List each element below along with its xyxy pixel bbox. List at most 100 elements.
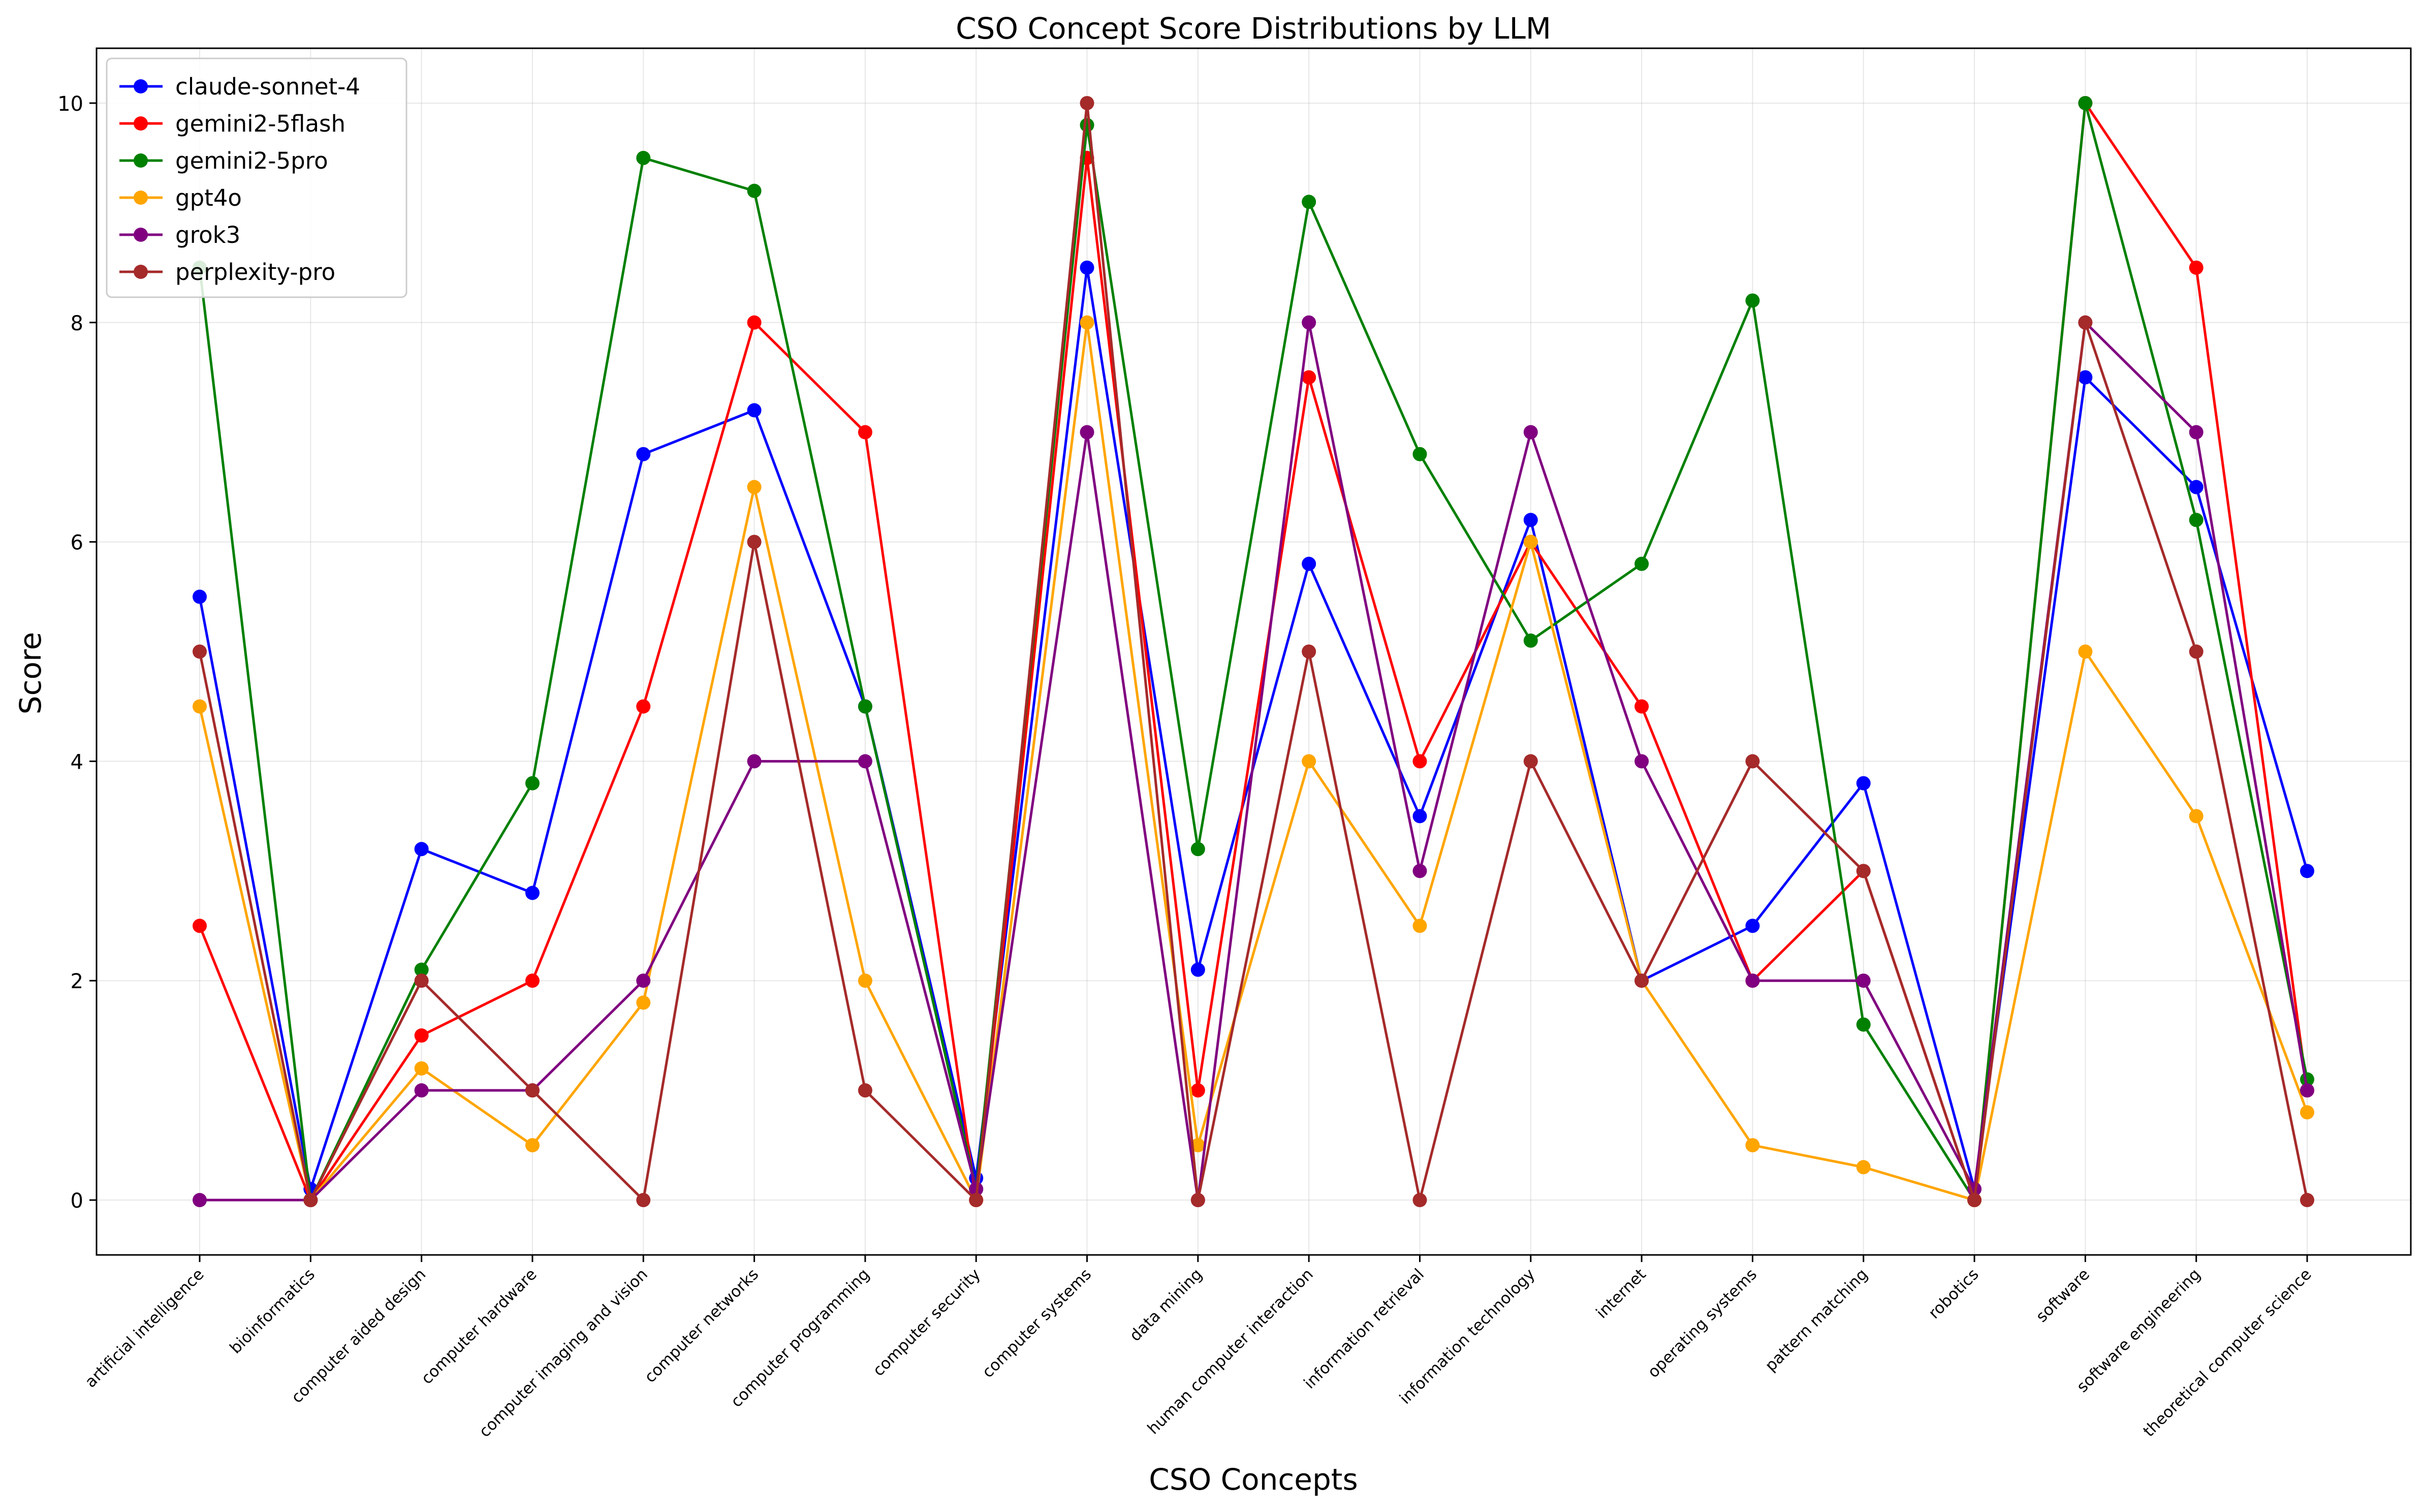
data-point bbox=[1190, 1193, 1205, 1208]
series-group bbox=[193, 96, 2314, 1208]
data-point bbox=[1080, 260, 1094, 275]
data-point bbox=[858, 425, 872, 439]
data-point bbox=[1302, 644, 1316, 659]
data-point bbox=[1967, 1193, 1982, 1208]
data-point bbox=[303, 1193, 318, 1208]
series-line bbox=[198, 102, 2309, 1202]
y-tick-label: 4 bbox=[71, 750, 83, 774]
data-point bbox=[414, 1028, 429, 1043]
data-point bbox=[747, 315, 762, 330]
data-point bbox=[1412, 919, 1427, 933]
data-point bbox=[414, 973, 429, 988]
y-tick-label: 6 bbox=[71, 531, 83, 555]
legend-swatch-marker bbox=[134, 265, 148, 279]
data-point bbox=[414, 1083, 429, 1098]
legend-item: grok3 bbox=[119, 222, 240, 248]
data-point bbox=[1634, 754, 1649, 769]
data-point bbox=[636, 150, 651, 165]
y-tick-label: 8 bbox=[71, 312, 83, 335]
data-point bbox=[1523, 534, 1538, 549]
legend-label: gemini2-5flash bbox=[175, 110, 345, 137]
data-point bbox=[2078, 370, 2093, 385]
data-point bbox=[1412, 754, 1427, 769]
data-point bbox=[858, 754, 872, 769]
series-line bbox=[200, 321, 2309, 1202]
legend-box bbox=[106, 57, 407, 298]
y-tick-label: 0 bbox=[71, 1189, 83, 1213]
y-tick-label: 10 bbox=[57, 92, 83, 116]
data-point bbox=[1856, 864, 1871, 878]
data-point bbox=[525, 1083, 540, 1098]
data-point bbox=[747, 183, 762, 198]
data-point bbox=[193, 699, 207, 714]
data-point bbox=[636, 1193, 651, 1208]
data-point bbox=[1080, 425, 1094, 439]
legend-label: gpt4o bbox=[175, 184, 242, 211]
data-point bbox=[1745, 293, 1760, 308]
legend-label: grok3 bbox=[175, 222, 240, 248]
data-point bbox=[858, 699, 872, 714]
legend-item: gpt4o bbox=[119, 184, 242, 211]
data-point bbox=[414, 962, 429, 977]
data-point bbox=[193, 1193, 207, 1208]
labels: CSO Concept Score Distributions by LLM C… bbox=[13, 11, 1551, 1497]
y-axis-label: Score bbox=[13, 632, 48, 714]
data-point bbox=[2189, 480, 2204, 494]
data-point bbox=[525, 886, 540, 900]
legend-item: gemini2-5pro bbox=[119, 147, 328, 174]
legend: claude-sonnet-4 gemini2-5flash gemini2-5pr… bbox=[106, 57, 407, 298]
legend-swatch-marker bbox=[134, 191, 148, 205]
data-point bbox=[2189, 513, 2204, 527]
data-point bbox=[525, 776, 540, 791]
data-point bbox=[1856, 1160, 1871, 1175]
data-point bbox=[1745, 973, 1760, 988]
data-point bbox=[1080, 96, 1094, 110]
data-point bbox=[2189, 644, 2204, 659]
legend-label: perplexity-pro bbox=[175, 259, 335, 286]
data-point bbox=[193, 644, 207, 659]
data-point bbox=[636, 447, 651, 461]
data-point bbox=[636, 699, 651, 714]
data-point bbox=[1634, 556, 1649, 571]
series-line bbox=[198, 321, 2309, 1202]
x-axis-label: CSO Concepts bbox=[1149, 1462, 1358, 1497]
series-perplexity-pro bbox=[193, 96, 2314, 1208]
data-point bbox=[1302, 195, 1316, 209]
data-point bbox=[1412, 1193, 1427, 1208]
legend-item: claude-sonnet-4 bbox=[119, 73, 360, 100]
data-point bbox=[747, 534, 762, 549]
data-point bbox=[193, 589, 207, 604]
legend-swatch-marker bbox=[134, 228, 148, 242]
data-point bbox=[1523, 633, 1538, 648]
legend-label: gemini2-5pro bbox=[175, 147, 328, 174]
data-point bbox=[1190, 962, 1205, 977]
data-point bbox=[858, 1083, 872, 1098]
data-point bbox=[1634, 699, 1649, 714]
data-point bbox=[414, 1061, 429, 1076]
data-point bbox=[1634, 973, 1649, 988]
data-point bbox=[1190, 1138, 1205, 1153]
data-point bbox=[414, 842, 429, 857]
plot-frame bbox=[96, 47, 2412, 1256]
data-point bbox=[1745, 919, 1760, 933]
chart-title: CSO Concept Score Distributions by LLM bbox=[956, 11, 1551, 46]
data-point bbox=[1302, 754, 1316, 769]
data-point bbox=[1302, 315, 1316, 330]
data-point bbox=[2300, 1193, 2314, 1208]
data-point bbox=[747, 403, 762, 418]
y-tick-label: 2 bbox=[71, 970, 83, 993]
data-point bbox=[858, 973, 872, 988]
data-point bbox=[1302, 370, 1316, 385]
legend-swatch-marker bbox=[134, 153, 148, 168]
data-point bbox=[1523, 513, 1538, 527]
data-point bbox=[2078, 96, 2093, 110]
data-point bbox=[1523, 754, 1538, 769]
data-point bbox=[1190, 842, 1205, 857]
data-point bbox=[1412, 864, 1427, 878]
data-point bbox=[1745, 1138, 1760, 1153]
data-point bbox=[747, 480, 762, 494]
data-point bbox=[1856, 1017, 1871, 1032]
data-point bbox=[1856, 776, 1871, 791]
